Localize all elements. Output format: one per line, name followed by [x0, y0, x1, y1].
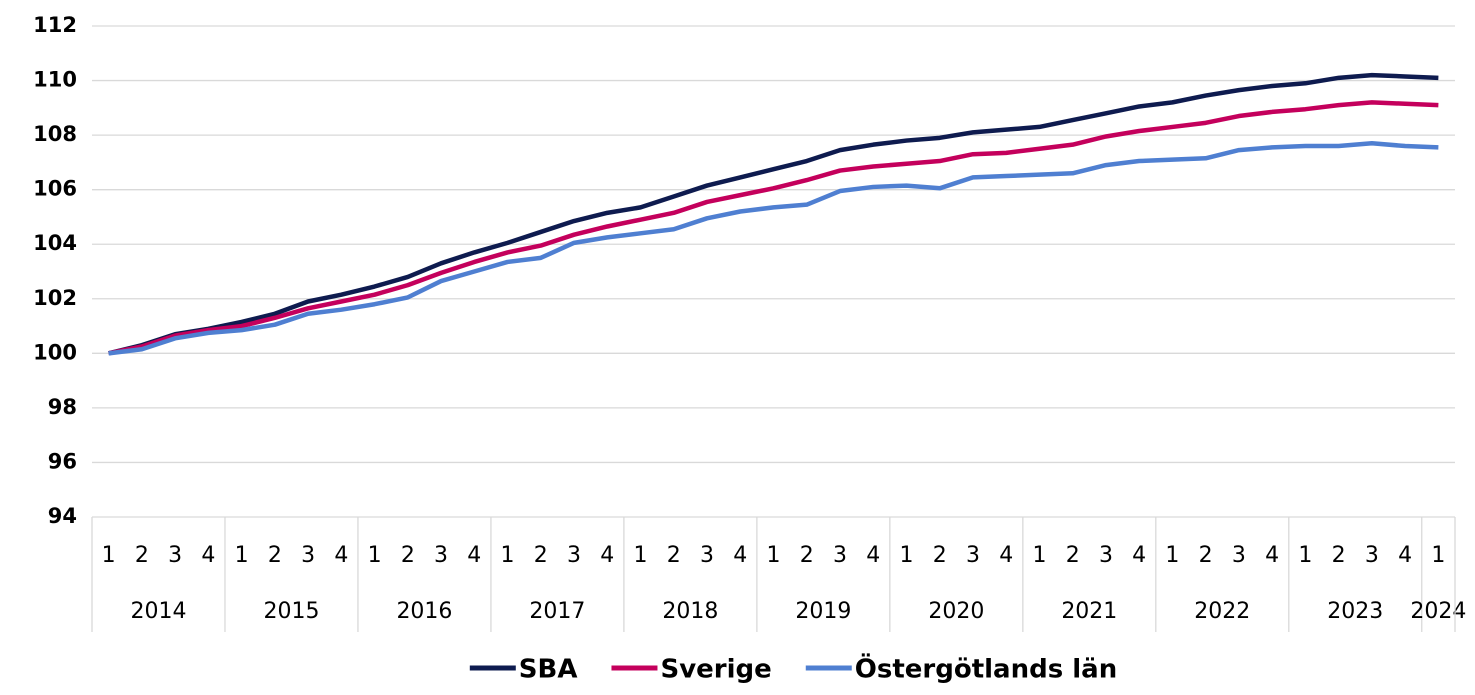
y-tick-label: 98 [48, 395, 77, 419]
y-tick-label: 94 [48, 504, 77, 528]
x-tick-label: 3 [966, 543, 980, 568]
x-tick-label: 4 [600, 543, 614, 568]
y-tick-label: 104 [33, 231, 77, 255]
x-tick-label: 4 [201, 543, 215, 568]
x-tick-label: 1 [368, 543, 382, 568]
x-tick-label: 4 [866, 543, 880, 568]
x-group-label: 2017 [529, 599, 585, 624]
x-tick-label: 3 [1232, 543, 1246, 568]
x-tick-label: 1 [767, 543, 781, 568]
x-tick-label: 4 [334, 543, 348, 568]
y-tick-label: 100 [33, 340, 77, 364]
x-tick-label: 2 [268, 543, 282, 568]
x-tick-label: 2 [800, 543, 814, 568]
x-tick-label: 1 [102, 543, 116, 568]
x-tick-label: 4 [1398, 543, 1412, 568]
x-group-label: 2016 [396, 599, 452, 624]
x-tick-label: 3 [700, 543, 714, 568]
y-tick-label: 96 [48, 449, 77, 473]
y-tick-label: 106 [33, 177, 77, 201]
y-tick-label: 102 [33, 286, 77, 310]
x-tick-label: 2 [1199, 543, 1213, 568]
y-tick-label: 112 [33, 13, 77, 37]
x-tick-label: 2 [933, 543, 947, 568]
x-tick-label: 1 [235, 543, 249, 568]
x-tick-label: 4 [999, 543, 1013, 568]
x-tick-label: 3 [833, 543, 847, 568]
x-group-label: 2021 [1061, 599, 1117, 624]
legend-label: SBA [519, 655, 578, 685]
x-tick-label: 4 [1265, 543, 1279, 568]
x-tick-label: 1 [1165, 543, 1179, 568]
x-tick-label: 1 [1431, 543, 1445, 568]
x-tick-label: 1 [634, 543, 648, 568]
x-tick-label: 2 [534, 543, 548, 568]
x-group-label: 2014 [130, 599, 186, 624]
x-tick-label: 3 [301, 543, 315, 568]
x-tick-label: 2 [135, 543, 149, 568]
x-group-label: 2020 [928, 599, 984, 624]
x-group-label: 2023 [1327, 599, 1383, 624]
x-group-label: 2015 [263, 599, 319, 624]
x-tick-label: 2 [1332, 543, 1346, 568]
x-tick-label: 3 [1099, 543, 1113, 568]
x-tick-label: 2 [667, 543, 681, 568]
x-tick-label: 1 [501, 543, 515, 568]
x-group-label: 2024 [1410, 599, 1466, 624]
x-group-label: 2018 [662, 599, 718, 624]
y-tick-label: 110 [33, 68, 77, 92]
x-tick-label: 2 [1066, 543, 1080, 568]
legend-label: Östergötlands län [855, 652, 1117, 685]
x-tick-label: 3 [168, 543, 182, 568]
x-tick-label: 1 [1032, 543, 1046, 568]
x-tick-label: 4 [733, 543, 747, 568]
legend-label: Sverige [660, 655, 771, 685]
x-tick-label: 2 [401, 543, 415, 568]
x-tick-label: 3 [1365, 543, 1379, 568]
x-tick-label: 4 [1132, 543, 1146, 568]
x-group-label: 2019 [795, 599, 851, 624]
x-tick-label: 1 [1298, 543, 1312, 568]
series-line [108, 72, 1439, 356]
x-group-label: 2022 [1194, 599, 1250, 624]
x-tick-label: 4 [467, 543, 481, 568]
x-tick-label: 3 [567, 543, 581, 568]
x-tick-label: 3 [434, 543, 448, 568]
series-line [108, 100, 1439, 356]
series-line [108, 141, 1439, 356]
y-tick-label: 108 [33, 122, 77, 146]
x-tick-label: 1 [899, 543, 913, 568]
